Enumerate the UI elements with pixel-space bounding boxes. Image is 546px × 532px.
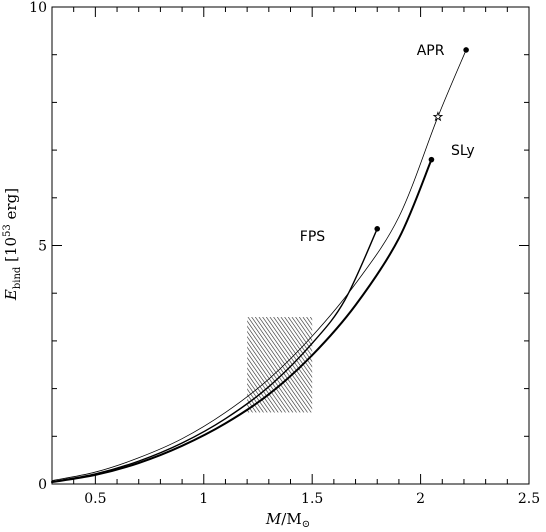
star-marker-apr — [432, 111, 444, 122]
series-label-sly: SLy — [451, 143, 475, 159]
x-tick-label: 2 — [416, 491, 425, 507]
y-tick-label: 5 — [38, 239, 47, 255]
y-tick-label: 0 — [38, 477, 47, 493]
x-tick-label: 1 — [199, 491, 208, 507]
tick-labels-layer: 0.5 1 1.5 2 2.5 0 5 10 — [29, 0, 540, 507]
series-line-apr — [51, 49, 467, 482]
endpoint-marker-fps — [374, 226, 381, 232]
series-line-sly — [51, 158, 433, 484]
series-label-fps: FPS — [300, 229, 325, 245]
y-axis-title: Ebind [1053 erg] — [2, 188, 23, 301]
curves-layer — [51, 49, 467, 484]
y-tick-label: 10 — [29, 0, 47, 16]
x-tick-label: 0.5 — [84, 491, 106, 507]
series-labels-layer: APR SLy FPS — [300, 43, 475, 245]
x-axis-title: M/M⊙ — [265, 510, 310, 530]
plot-frame — [51, 6, 530, 485]
series-label-apr: APR — [417, 43, 445, 59]
x-tick-label: 1.5 — [301, 491, 323, 507]
markers-layer — [374, 47, 469, 232]
series-line-fps — [51, 228, 378, 483]
x-tick-label: 2.5 — [518, 491, 540, 507]
axes-layer — [51, 6, 530, 485]
endpoint-marker-sly — [428, 156, 435, 163]
endpoint-marker-apr — [463, 47, 469, 53]
